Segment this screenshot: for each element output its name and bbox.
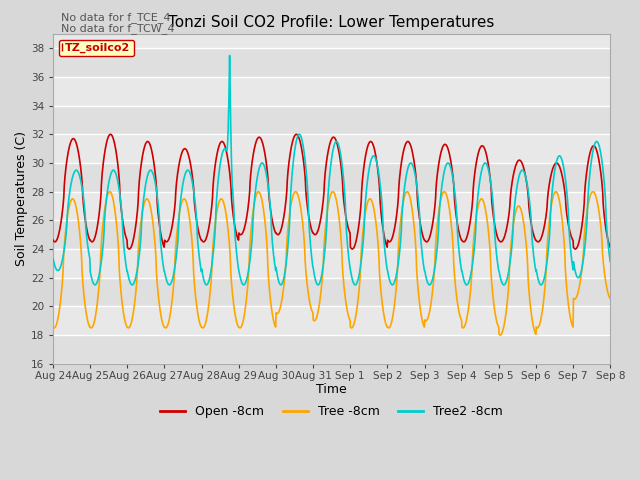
X-axis label: Time: Time: [316, 384, 347, 396]
Tree2 -8cm: [367, 158, 374, 164]
Text: No data for f_TCE_4: No data for f_TCE_4: [61, 12, 170, 23]
Bar: [53, 335, 611, 364]
Line: Open -8cm: Open -8cm: [53, 134, 611, 249]
Open -8cm: [367, 139, 374, 144]
Open -8cm: [292, 132, 300, 137]
Tree -8cm: [497, 332, 504, 338]
Y-axis label: Soil Temperatures (C): Soil Temperatures (C): [15, 132, 28, 266]
Bar: [53, 163, 611, 192]
Open -8cm: [92, 230, 100, 236]
Bar: [53, 106, 611, 134]
Tree2 -8cm: [226, 53, 234, 59]
Tree2 -8cm: [49, 256, 57, 262]
Tree -8cm: [115, 253, 123, 259]
Tree -8cm: [307, 305, 315, 311]
Tree2 -8cm: [308, 255, 316, 261]
Line: Tree -8cm: Tree -8cm: [53, 192, 611, 335]
Tree -8cm: [589, 189, 596, 194]
Open -8cm: [115, 172, 123, 178]
Bar: [53, 278, 611, 306]
Open -8cm: [572, 246, 579, 252]
Tree -8cm: [92, 309, 100, 314]
Legend: Open -8cm, Tree -8cm, Tree2 -8cm: Open -8cm, Tree -8cm, Tree2 -8cm: [155, 400, 508, 423]
Bar: [53, 48, 611, 77]
Open -8cm: [298, 144, 305, 150]
Tree2 -8cm: [286, 201, 294, 207]
Open -8cm: [607, 244, 614, 250]
Line: Tree2 -8cm: Tree2 -8cm: [53, 56, 611, 285]
Tree2 -8cm: [115, 187, 123, 193]
Open -8cm: [285, 156, 293, 161]
Tree2 -8cm: [93, 281, 100, 287]
Open -8cm: [49, 237, 57, 243]
Open -8cm: [308, 226, 316, 232]
Tree -8cm: [285, 212, 293, 218]
Tree -8cm: [607, 296, 614, 301]
Tree2 -8cm: [92, 282, 99, 288]
Tree2 -8cm: [607, 259, 614, 264]
Tree -8cm: [366, 196, 374, 202]
Title: Tonzi Soil CO2 Profile: Lower Temperatures: Tonzi Soil CO2 Profile: Lower Temperatur…: [168, 15, 495, 30]
Text: No data for f_TCW_4: No data for f_TCW_4: [61, 23, 174, 34]
Tree2 -8cm: [298, 136, 305, 142]
Bar: [53, 220, 611, 249]
Tree -8cm: [49, 324, 57, 330]
Tree -8cm: [297, 207, 305, 213]
